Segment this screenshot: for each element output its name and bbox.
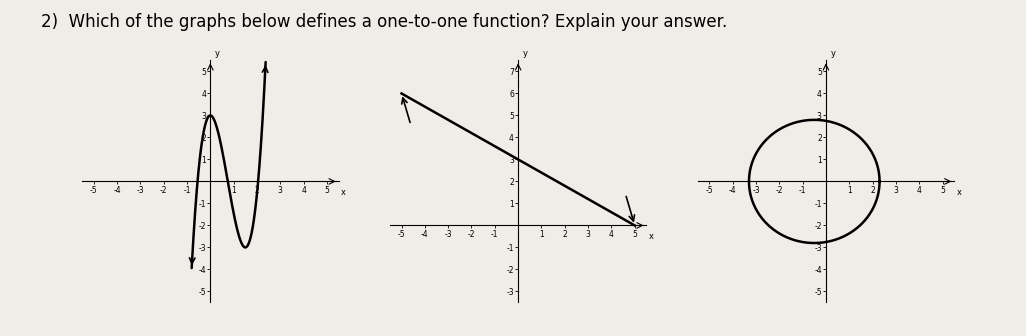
Text: x: x	[956, 188, 961, 197]
Text: y: y	[523, 49, 527, 58]
Text: y: y	[215, 49, 220, 58]
Text: 2)  Which of the graphs below defines a one-to-one function? Explain your answer: 2) Which of the graphs below defines a o…	[41, 13, 727, 32]
Text: x: x	[648, 232, 654, 241]
Text: y: y	[831, 49, 835, 58]
Text: x: x	[341, 188, 346, 197]
